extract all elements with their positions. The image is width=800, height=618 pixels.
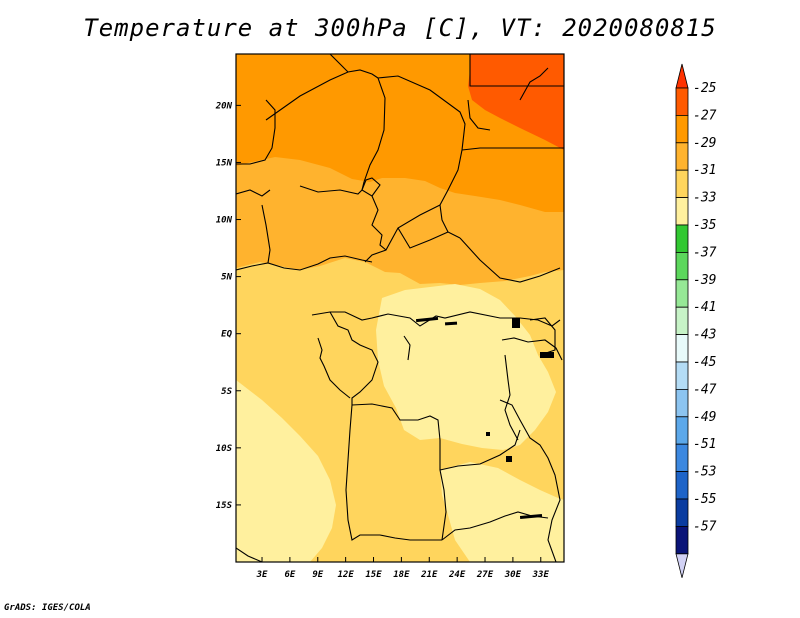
colorbar-label: -33 [693, 191, 716, 206]
x-tick-label: 30E [504, 570, 522, 580]
colorbar-swatch [675, 87, 689, 116]
colorbar-swatch [675, 471, 689, 500]
plot-frame [235, 53, 565, 563]
colorbar-label: -25 [693, 81, 717, 96]
chart-title: Temperature at 300hPa [C], VT: 202008081… [83, 14, 717, 42]
lakes [415, 316, 554, 519]
colorbar-label: -27 [693, 108, 717, 123]
y-tick-label: 5S [221, 387, 232, 397]
colorbar-label: -37 [693, 245, 717, 260]
y-tick-label: 10S [216, 444, 233, 454]
colorbar-label: -41 [693, 300, 716, 315]
field-region-minus-25 [468, 54, 564, 150]
x-tick-label: 24E [448, 570, 466, 580]
y-tick-label: 10N [216, 216, 233, 226]
y-tick-label: 5N [221, 273, 232, 283]
colorbar-label: -55 [693, 492, 717, 507]
colorbar-label: -29 [693, 136, 716, 151]
y-axis: 20N 15N 10N 5N EQ 5S 10S 15S [215, 101, 241, 511]
colorbar-label: -45 [693, 355, 717, 370]
colorbar-label: -53 [693, 465, 716, 480]
y-tick-label: 15S [216, 501, 233, 511]
colorbar-label: -57 [693, 519, 717, 534]
colorbar-swatch [675, 224, 689, 253]
colorbar-label: -49 [693, 410, 716, 425]
colorbar-bottom-arrow [675, 553, 689, 578]
x-tick-label: 15E [365, 570, 382, 580]
x-tick-label: 27E [476, 570, 494, 580]
colorbar: -25 -27 -29 -31 -33 -35 -37 -39 -41 -43 -45 -47 -49 -… [675, 63, 717, 578]
colorbar-label: -47 [693, 382, 717, 397]
colorbar-top-arrow [675, 63, 689, 89]
colorbar-label: -35 [693, 218, 717, 233]
colorbar-swatch [675, 361, 689, 390]
colorbar-swatch [675, 142, 689, 171]
field-region-minus-33-southeast [440, 462, 564, 562]
y-tick-label: 20N [215, 101, 233, 111]
x-tick-label: 12E [338, 570, 355, 580]
country-borders [236, 54, 564, 562]
temperature-field [236, 54, 564, 562]
x-tick-label: 33E [532, 570, 550, 580]
colorbar-swatch [675, 388, 689, 418]
colorbar-swatch [675, 306, 689, 336]
y-tick-label: EQ [221, 330, 232, 340]
x-tick-label: 6E [284, 570, 295, 580]
colorbar-swatch [675, 498, 689, 527]
x-axis: 3E 6E 9E 12E 15E 18E 21E 24E 27E 30E 33E [256, 557, 550, 580]
colorbar-swatch [675, 334, 689, 363]
colorbar-swatch [675, 526, 689, 555]
colorbar-swatch [675, 197, 689, 226]
colorbar-label: -51 [693, 437, 716, 452]
colorbar-label: -43 [693, 328, 716, 343]
colorbar-swatch [675, 169, 689, 198]
field-region-minus-33-southwest [236, 380, 336, 562]
colorbar-label: -39 [693, 273, 716, 288]
colorbar-swatch [675, 416, 689, 445]
colorbar-swatch [675, 279, 689, 308]
colorbar-label: -31 [693, 163, 716, 178]
x-tick-label: 21E [420, 570, 438, 580]
colorbar-swatch [675, 251, 689, 281]
colorbar-swatch [675, 115, 689, 144]
x-tick-label: 18E [393, 570, 410, 580]
x-tick-label: 3E [256, 570, 268, 580]
colorbar-swatch [675, 443, 689, 473]
grads-credit: GrADS: IGES/COLA [4, 603, 91, 613]
y-tick-label: 15N [216, 158, 233, 168]
x-tick-label: 9E [312, 570, 323, 580]
